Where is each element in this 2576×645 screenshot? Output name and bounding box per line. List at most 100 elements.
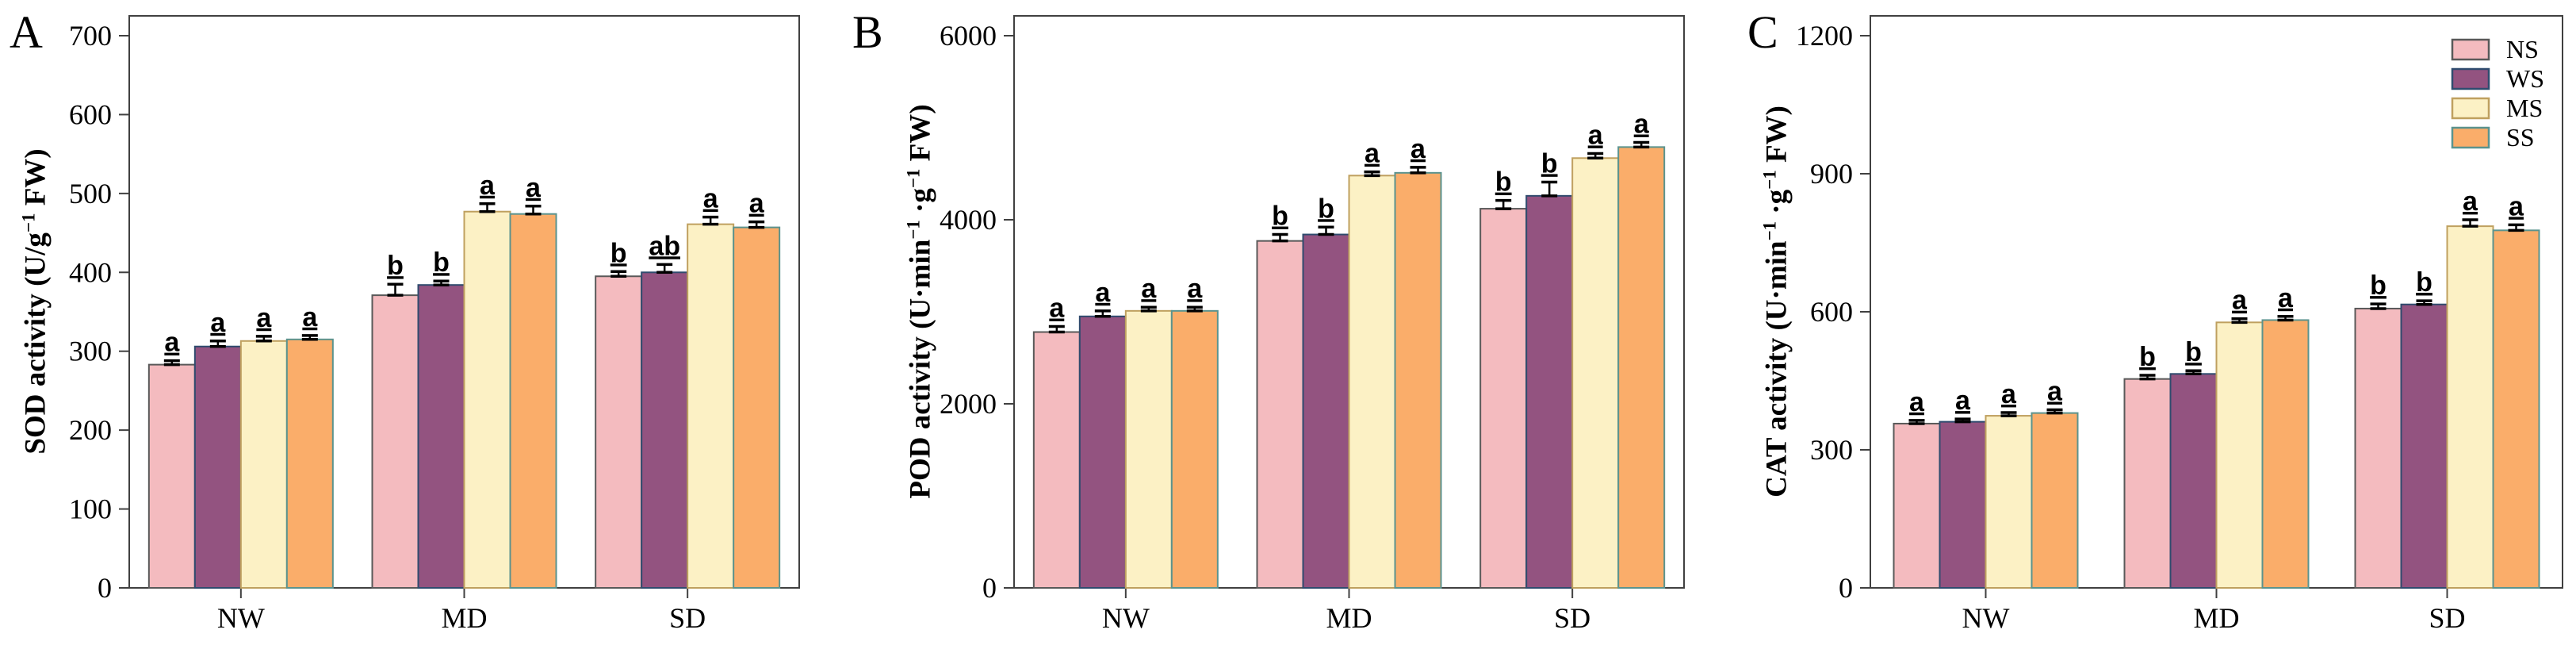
significance-letter: b — [1318, 194, 1334, 224]
significance-letter: a — [2001, 379, 2017, 409]
y-tick-label: 900 — [1810, 158, 1853, 190]
y-tick-label: 700 — [69, 20, 112, 52]
significance-letter: a — [164, 328, 180, 358]
legend-swatch-WS — [2451, 67, 2490, 90]
significance-letter: a — [1634, 109, 1650, 140]
significance-letter: a — [1141, 274, 1157, 304]
bar-NS-NW — [147, 363, 196, 589]
bar-SS-SD — [2492, 229, 2540, 589]
y-tick-label: 600 — [1810, 296, 1853, 328]
x-category-label: MD — [2193, 602, 2239, 634]
bar-WS-SD — [641, 271, 689, 589]
significance-letter: b — [1541, 148, 1558, 179]
legend-swatch-NS — [2451, 38, 2490, 61]
bar-SS-NW — [2031, 412, 2079, 589]
bar-SS-MD — [509, 213, 557, 589]
significance-letter: a — [1588, 120, 1604, 150]
bar-SS-SD — [733, 226, 781, 589]
bar-MS-NW — [239, 340, 288, 589]
significance-letter: a — [1909, 387, 1925, 417]
bar-MS-NW — [1124, 309, 1173, 589]
legend-label-NS: NS — [2506, 35, 2539, 63]
significance-letter: b — [2416, 267, 2432, 298]
bar-SS-SD — [1617, 146, 1666, 589]
x-category-label: MD — [1326, 602, 1372, 634]
significance-letter: a — [1049, 294, 1065, 324]
bar-WS-SD — [2400, 303, 2448, 589]
x-category-label: NW — [1102, 602, 1150, 634]
y-tick-label: 0 — [982, 572, 997, 604]
bar-NS-SD — [595, 275, 643, 589]
y-tick-label: 6000 — [940, 20, 997, 52]
significance-letter: a — [2047, 377, 2063, 407]
panel-letter-b: B — [852, 6, 883, 58]
significance-letter: a — [302, 302, 318, 332]
significance-letter: a — [1410, 134, 1426, 164]
x-category-label: SD — [1554, 602, 1590, 634]
y-tick-label: 100 — [69, 493, 112, 525]
significance-letter: a — [749, 189, 765, 219]
bar-WS-SD — [1525, 194, 1574, 589]
bar-NS-NW — [1893, 422, 1941, 589]
significance-letter: a — [2463, 186, 2478, 217]
y-tick-label: 1200 — [1796, 20, 1853, 52]
bar-WS-MD — [2169, 373, 2218, 589]
y-tick-label: 2000 — [940, 388, 997, 420]
panel-letter-a: A — [10, 6, 43, 58]
significance-letter: a — [1095, 278, 1111, 308]
bar-SS-NW — [1170, 309, 1219, 589]
legend-swatch-MS — [2451, 97, 2490, 120]
significance-letter: b — [387, 251, 404, 281]
bar-WS-MD — [1302, 233, 1350, 589]
significance-letter: a — [2232, 286, 2248, 316]
bar-NS-SD — [1479, 208, 1528, 589]
y-tick-label: 4000 — [940, 204, 997, 236]
panel-letter-c: C — [1747, 6, 1778, 58]
significance-letter: b — [2185, 337, 2202, 367]
y-tick-label: 300 — [1810, 434, 1853, 466]
bar-MS-MD — [1348, 175, 1396, 589]
x-category-label: SD — [2429, 602, 2465, 634]
bar-MS-SD — [1571, 157, 1620, 589]
legend-label-WS: WS — [2506, 64, 2544, 93]
significance-letter: b — [433, 248, 450, 278]
bar-WS-NW — [1078, 315, 1127, 589]
significance-letter: a — [210, 308, 226, 338]
bar-WS-NW — [193, 345, 242, 589]
significance-letter: a — [1187, 274, 1203, 304]
significance-letter: b — [2370, 271, 2387, 301]
bar-WS-NW — [1939, 420, 1987, 589]
significance-letter: a — [2278, 283, 2294, 313]
legend-label-SS: SS — [2506, 123, 2535, 152]
bar-WS-MD — [417, 284, 465, 589]
x-category-label: MD — [441, 602, 487, 634]
panel-b: B POD activity (U·min−1 ·g−1 FW) 0 2000 40… — [852, 0, 1717, 645]
x-category-label: NW — [1962, 602, 2010, 634]
bar-MS-MD — [2215, 321, 2264, 589]
significance-letter: ab — [649, 231, 680, 261]
y-tick-label: 200 — [69, 414, 112, 446]
panel-a: A SOD activity (U/g−1 FW) 0 100 200 300 400 5… — [0, 0, 859, 645]
y-tick-label: 0 — [1839, 572, 1853, 604]
bar-SS-NW — [285, 338, 334, 589]
significance-letter: a — [1365, 139, 1380, 169]
legend-label-MS: MS — [2506, 94, 2543, 122]
significance-letter: b — [1272, 202, 1288, 232]
bar-MS-SD — [687, 223, 735, 589]
significance-letter: a — [256, 303, 272, 333]
panel-c: C CAT activity (U·min−1 ·g−1 FW) 0 300 600… — [1717, 0, 2576, 645]
x-category-label: SD — [669, 602, 706, 634]
bar-MS-MD — [463, 210, 511, 589]
significance-letter: b — [1495, 167, 1512, 198]
y-tick-label: 0 — [98, 572, 112, 604]
y-tick-label: 600 — [69, 98, 112, 130]
significance-letter: b — [611, 238, 627, 268]
significance-letter: a — [703, 184, 719, 214]
bar-NS-MD — [1256, 240, 1304, 589]
significance-letter: a — [2509, 191, 2524, 221]
bar-MS-NW — [1985, 415, 2033, 589]
legend-swatch-SS — [2451, 126, 2490, 149]
